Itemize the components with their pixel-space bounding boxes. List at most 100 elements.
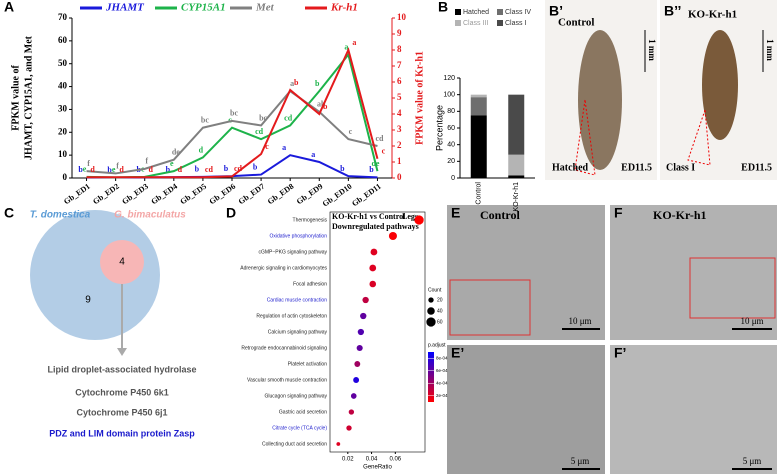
significance-letter: cd bbox=[234, 164, 243, 173]
y-tick-label: 0 bbox=[451, 175, 455, 182]
bar-segment bbox=[470, 115, 487, 178]
x-tick-label: Gb_ED10 bbox=[321, 182, 354, 209]
scale-text: 10 μm bbox=[740, 316, 763, 326]
chart-subtitle: Legs bbox=[402, 212, 418, 221]
significance-letter: f bbox=[116, 161, 119, 170]
x-tick-label: KO-Kr-h1 bbox=[513, 182, 520, 212]
y-tick-label: Adrenergic signaling in cardiomyocytes bbox=[240, 265, 327, 271]
x-tick-label: Gb_ED11 bbox=[350, 182, 382, 209]
dot bbox=[357, 328, 364, 336]
y-tick-label: 60 bbox=[58, 35, 68, 45]
y2-tick-label: 2 bbox=[397, 140, 402, 150]
panel-letter: B bbox=[438, 0, 448, 15]
panel-letter: D bbox=[226, 205, 236, 221]
legend-label: Class III bbox=[463, 20, 488, 27]
significance-letter: b bbox=[294, 78, 299, 87]
dot bbox=[369, 264, 377, 272]
significance-letter: ab bbox=[317, 100, 326, 109]
tem-label: KO-Kr-h1 bbox=[653, 208, 707, 222]
chart-note: Downregulated pathways bbox=[332, 222, 419, 231]
x-tick-label: Gb_ED8 bbox=[266, 182, 296, 206]
photo-caption: Hatched bbox=[552, 162, 589, 173]
plot-frame bbox=[329, 211, 426, 453]
legend-swatch bbox=[455, 20, 461, 26]
legend-dot bbox=[428, 297, 434, 303]
significance-letter: a bbox=[282, 143, 286, 152]
gene: Cytochrome P450 6j1 bbox=[76, 407, 167, 417]
x-tick-label: 0.06 bbox=[389, 457, 401, 463]
y-tick-label: 120 bbox=[443, 75, 455, 82]
dot bbox=[353, 377, 360, 383]
insect bbox=[702, 30, 738, 140]
scale-text: 5 μm bbox=[571, 456, 590, 466]
legend-swatch bbox=[497, 20, 503, 26]
significance-letter: c bbox=[265, 142, 269, 151]
bar-segment bbox=[470, 97, 487, 116]
y-tick-label: 80 bbox=[447, 108, 455, 115]
significance-letter: b bbox=[315, 79, 320, 88]
significance-letter: e bbox=[112, 165, 116, 174]
significance-letter: b bbox=[323, 102, 328, 111]
legend-label: 4e-04 bbox=[436, 380, 448, 385]
significance-letter: b bbox=[166, 165, 171, 174]
significance-letter: bc bbox=[259, 113, 267, 122]
significance-letter: b bbox=[78, 165, 83, 174]
significance-letter: a bbox=[290, 79, 294, 88]
panel-letter: E’ bbox=[451, 345, 464, 361]
legend-label: 8e-04 bbox=[436, 355, 448, 360]
y-tick-label: 10 bbox=[58, 149, 68, 159]
legend-dot bbox=[427, 307, 435, 315]
colorbar bbox=[428, 352, 434, 402]
y-tick-label: 60 bbox=[447, 125, 455, 132]
y-tick-label: Retrograde endocannabinoid signaling bbox=[241, 345, 327, 351]
y-tick-label: Platelet activation bbox=[288, 361, 327, 367]
significance-letter: a bbox=[352, 38, 356, 47]
legend-label: 40 bbox=[437, 308, 443, 314]
dot bbox=[360, 312, 367, 320]
significance-letter: d bbox=[119, 165, 124, 174]
significance-letter: cd bbox=[284, 113, 293, 122]
x-tick-label: Gb_ED1 bbox=[62, 182, 92, 206]
leg-outline bbox=[574, 99, 596, 176]
legend-label: 60 bbox=[437, 319, 443, 325]
significance-letter: a bbox=[311, 150, 315, 159]
dot bbox=[354, 361, 361, 367]
y-tick-label: Citrate cycle (TCA cycle) bbox=[272, 425, 327, 431]
significance-letter: f bbox=[145, 157, 148, 166]
panel-letter: A bbox=[4, 0, 14, 15]
set-label: G. bimaculatus bbox=[114, 210, 186, 221]
x-axis-title: GeneRatio bbox=[363, 465, 392, 471]
significance-letter: e bbox=[170, 159, 174, 168]
scale-text: 1 mm bbox=[647, 39, 657, 61]
y-tick-label: 20 bbox=[447, 158, 455, 165]
legend-swatch bbox=[497, 9, 503, 15]
gene: PDZ and LIM domain protein Zasp bbox=[49, 428, 195, 438]
photo-label: Control bbox=[558, 17, 594, 29]
legend-title: p.adjust bbox=[428, 342, 446, 348]
y2-tick-label: 0 bbox=[397, 172, 402, 182]
significance-letter: b bbox=[253, 162, 258, 171]
significance-letter: cd bbox=[205, 165, 214, 174]
x-tick-label: 0.02 bbox=[342, 457, 354, 463]
significance-letter: de bbox=[172, 148, 180, 157]
legend-label: 6e-04 bbox=[436, 368, 448, 373]
significance-letter: d bbox=[90, 165, 95, 174]
significance-letter: f bbox=[87, 159, 90, 168]
venn-count: 4 bbox=[119, 257, 125, 268]
legend-label: Kr-h1 bbox=[330, 2, 358, 14]
y-tick-label: 20 bbox=[58, 126, 68, 136]
dot bbox=[348, 409, 355, 415]
x-tick-label: Gb_ED9 bbox=[295, 182, 325, 206]
legend-label: 20 bbox=[437, 297, 443, 303]
micrograph bbox=[610, 345, 777, 474]
significance-letter: cd bbox=[255, 127, 264, 136]
y-tick-label: 50 bbox=[58, 58, 68, 68]
dot bbox=[362, 296, 369, 304]
significance-letter: c bbox=[228, 116, 232, 125]
legend-label: Hatched bbox=[463, 9, 489, 16]
bar-segment bbox=[508, 94, 525, 155]
significance-letter: c bbox=[382, 147, 386, 156]
scale-text: 1 mm bbox=[765, 39, 775, 61]
significance-letter: b bbox=[195, 165, 200, 174]
